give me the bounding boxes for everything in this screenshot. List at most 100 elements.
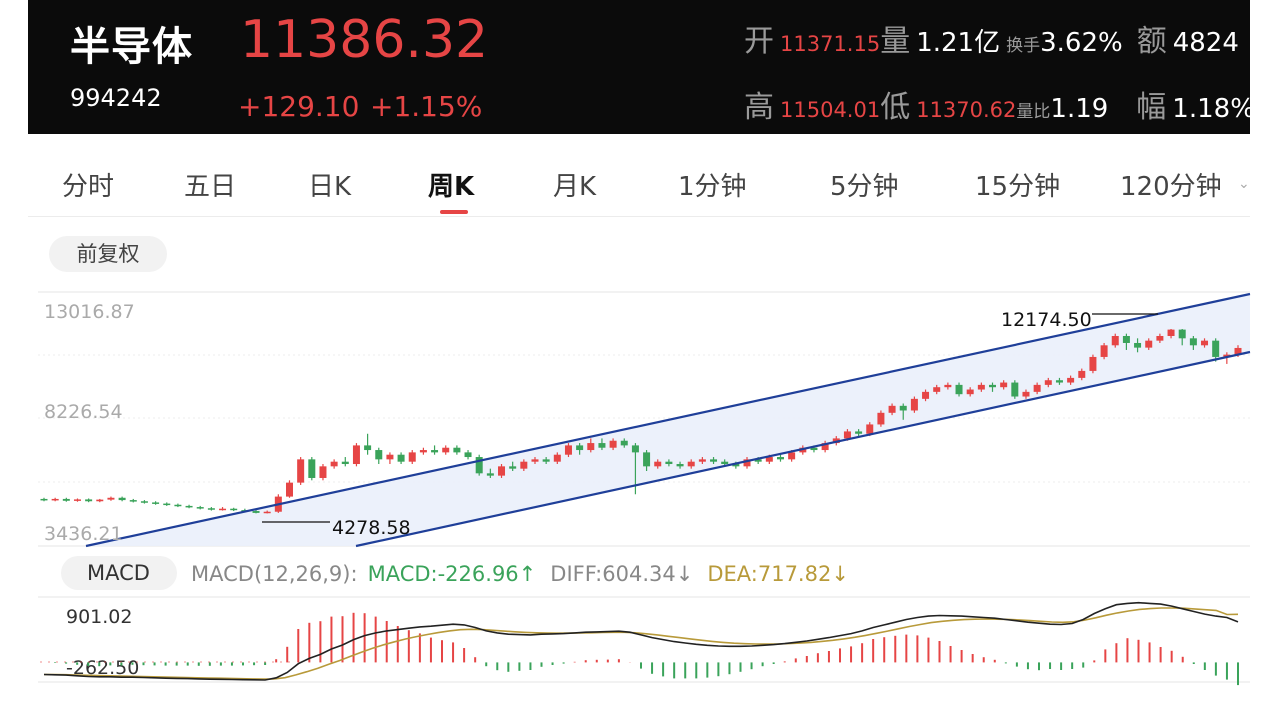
price-change: +129.10	[238, 90, 360, 123]
candle-body	[922, 391, 930, 399]
candle-body	[196, 507, 204, 509]
tab-weekly-k[interactable]: 周K	[428, 172, 475, 202]
macd-histogram	[54, 612, 1239, 686]
high-annotation-label: 12174.50	[1001, 309, 1092, 331]
price-change-percent: +1.15%	[370, 90, 483, 123]
candle-body	[73, 499, 81, 501]
price-axis-top: 13016.87	[44, 301, 135, 323]
chevron-down-icon[interactable]: ⌄	[1238, 176, 1250, 192]
candle-body	[665, 461, 673, 465]
candle-body	[576, 445, 584, 451]
volume-ratio-label: 量比	[1016, 102, 1051, 122]
candle-body	[453, 447, 461, 453]
candle-body	[1234, 347, 1242, 355]
candle-body	[152, 502, 160, 504]
tab-5min[interactable]: 5分钟	[830, 172, 899, 202]
candle-body	[285, 482, 293, 497]
amplitude-label: 幅	[1136, 90, 1167, 125]
candle-body	[955, 384, 963, 395]
price-annotations: 12174.50 4278.58	[262, 309, 1158, 539]
dea-line	[43, 607, 1239, 680]
turnover-value: 3.62%	[1040, 28, 1123, 58]
price-adjust-button[interactable]: 前复权	[49, 236, 167, 272]
tab-five-day[interactable]: 五日	[184, 172, 237, 202]
amount-value: 4824	[1172, 28, 1239, 58]
right-margin	[1250, 0, 1280, 715]
candle-body	[743, 459, 751, 467]
amplitude-value: 1.18%	[1172, 94, 1250, 124]
index-code: 994242	[70, 84, 162, 112]
candle-body	[765, 457, 773, 462]
high-value: 11504.01	[780, 98, 881, 122]
candle-body	[564, 445, 572, 455]
candle-body	[553, 454, 561, 462]
candle-body	[587, 443, 595, 451]
candle-body	[230, 508, 238, 511]
tab-1min[interactable]: 1分钟	[678, 172, 747, 202]
candle-body	[966, 389, 974, 395]
macd-params: MACD(12,26,9): MACD:-226.96↑ DIFF:604.34↓ D…	[191, 562, 849, 586]
open-value: 11371.15	[780, 32, 881, 56]
trend-channel-lower-line	[355, 350, 1251, 548]
candle-body	[944, 384, 952, 388]
candle-body	[520, 461, 528, 469]
candle-body	[1134, 342, 1142, 348]
candle-body	[442, 447, 450, 453]
tab-monthly-k[interactable]: 月K	[553, 172, 597, 202]
candle-body	[843, 431, 851, 439]
candle-body	[1167, 329, 1175, 336]
candle-body	[129, 500, 137, 502]
tab-15min[interactable]: 15分钟	[975, 172, 1061, 202]
candle-body	[1111, 335, 1119, 346]
candle-body	[754, 459, 762, 462]
candle-body	[174, 504, 182, 507]
candle-body	[676, 464, 684, 467]
macd-indicator-button[interactable]	[61, 556, 177, 590]
candle-body	[1089, 356, 1097, 371]
amount-label: 额	[1136, 24, 1167, 59]
macd-axis-top: 901.02	[66, 606, 132, 628]
candle-body	[888, 405, 896, 413]
candle-body	[1145, 340, 1153, 348]
candle-body	[330, 461, 338, 467]
candle-body	[1178, 329, 1186, 339]
left-margin	[0, 0, 28, 715]
candle-body	[51, 498, 59, 501]
candle-body	[866, 424, 874, 434]
candle-body	[1201, 340, 1209, 346]
candle-body	[397, 454, 405, 462]
candle-body	[989, 384, 997, 388]
candle-body	[1000, 382, 1008, 388]
trend-channel-upper-line	[85, 292, 1251, 548]
candle-body	[1067, 377, 1075, 383]
candle-body	[408, 452, 416, 462]
candle-body	[431, 450, 439, 453]
quote-header: 半导体 994242 11386.32 +129.10 +1.15% 开 1137…	[28, 0, 1250, 134]
candle-body	[509, 466, 517, 469]
candle-body	[1022, 391, 1030, 397]
candle-body	[821, 443, 829, 451]
tab-120min[interactable]: 120分钟	[1120, 172, 1222, 202]
candle-body	[933, 387, 941, 392]
candle-body	[386, 454, 394, 460]
candle-body	[185, 505, 193, 508]
candle-body	[776, 457, 784, 460]
candle-body	[96, 499, 104, 502]
candle-body	[419, 450, 427, 453]
candle-body	[62, 498, 70, 501]
volume-label: 量	[880, 24, 911, 59]
tab-intraday[interactable]: 分时	[62, 172, 115, 202]
candle-body	[319, 466, 327, 478]
candle-body	[899, 405, 907, 411]
candle-body	[721, 461, 729, 465]
candle-body	[140, 501, 148, 503]
stats-row-2: 高 11504.01低 11370.62量比1.19 幅 1.18%	[744, 82, 1250, 126]
candle-body	[598, 443, 606, 448]
open-label: 开	[744, 24, 774, 59]
tab-daily-k[interactable]: 日K	[308, 172, 352, 202]
candle-body	[486, 473, 494, 476]
candle-body	[263, 511, 271, 514]
low-annotation-label: 4278.58	[332, 517, 411, 539]
volume-ratio-value: 1.19	[1050, 94, 1109, 124]
